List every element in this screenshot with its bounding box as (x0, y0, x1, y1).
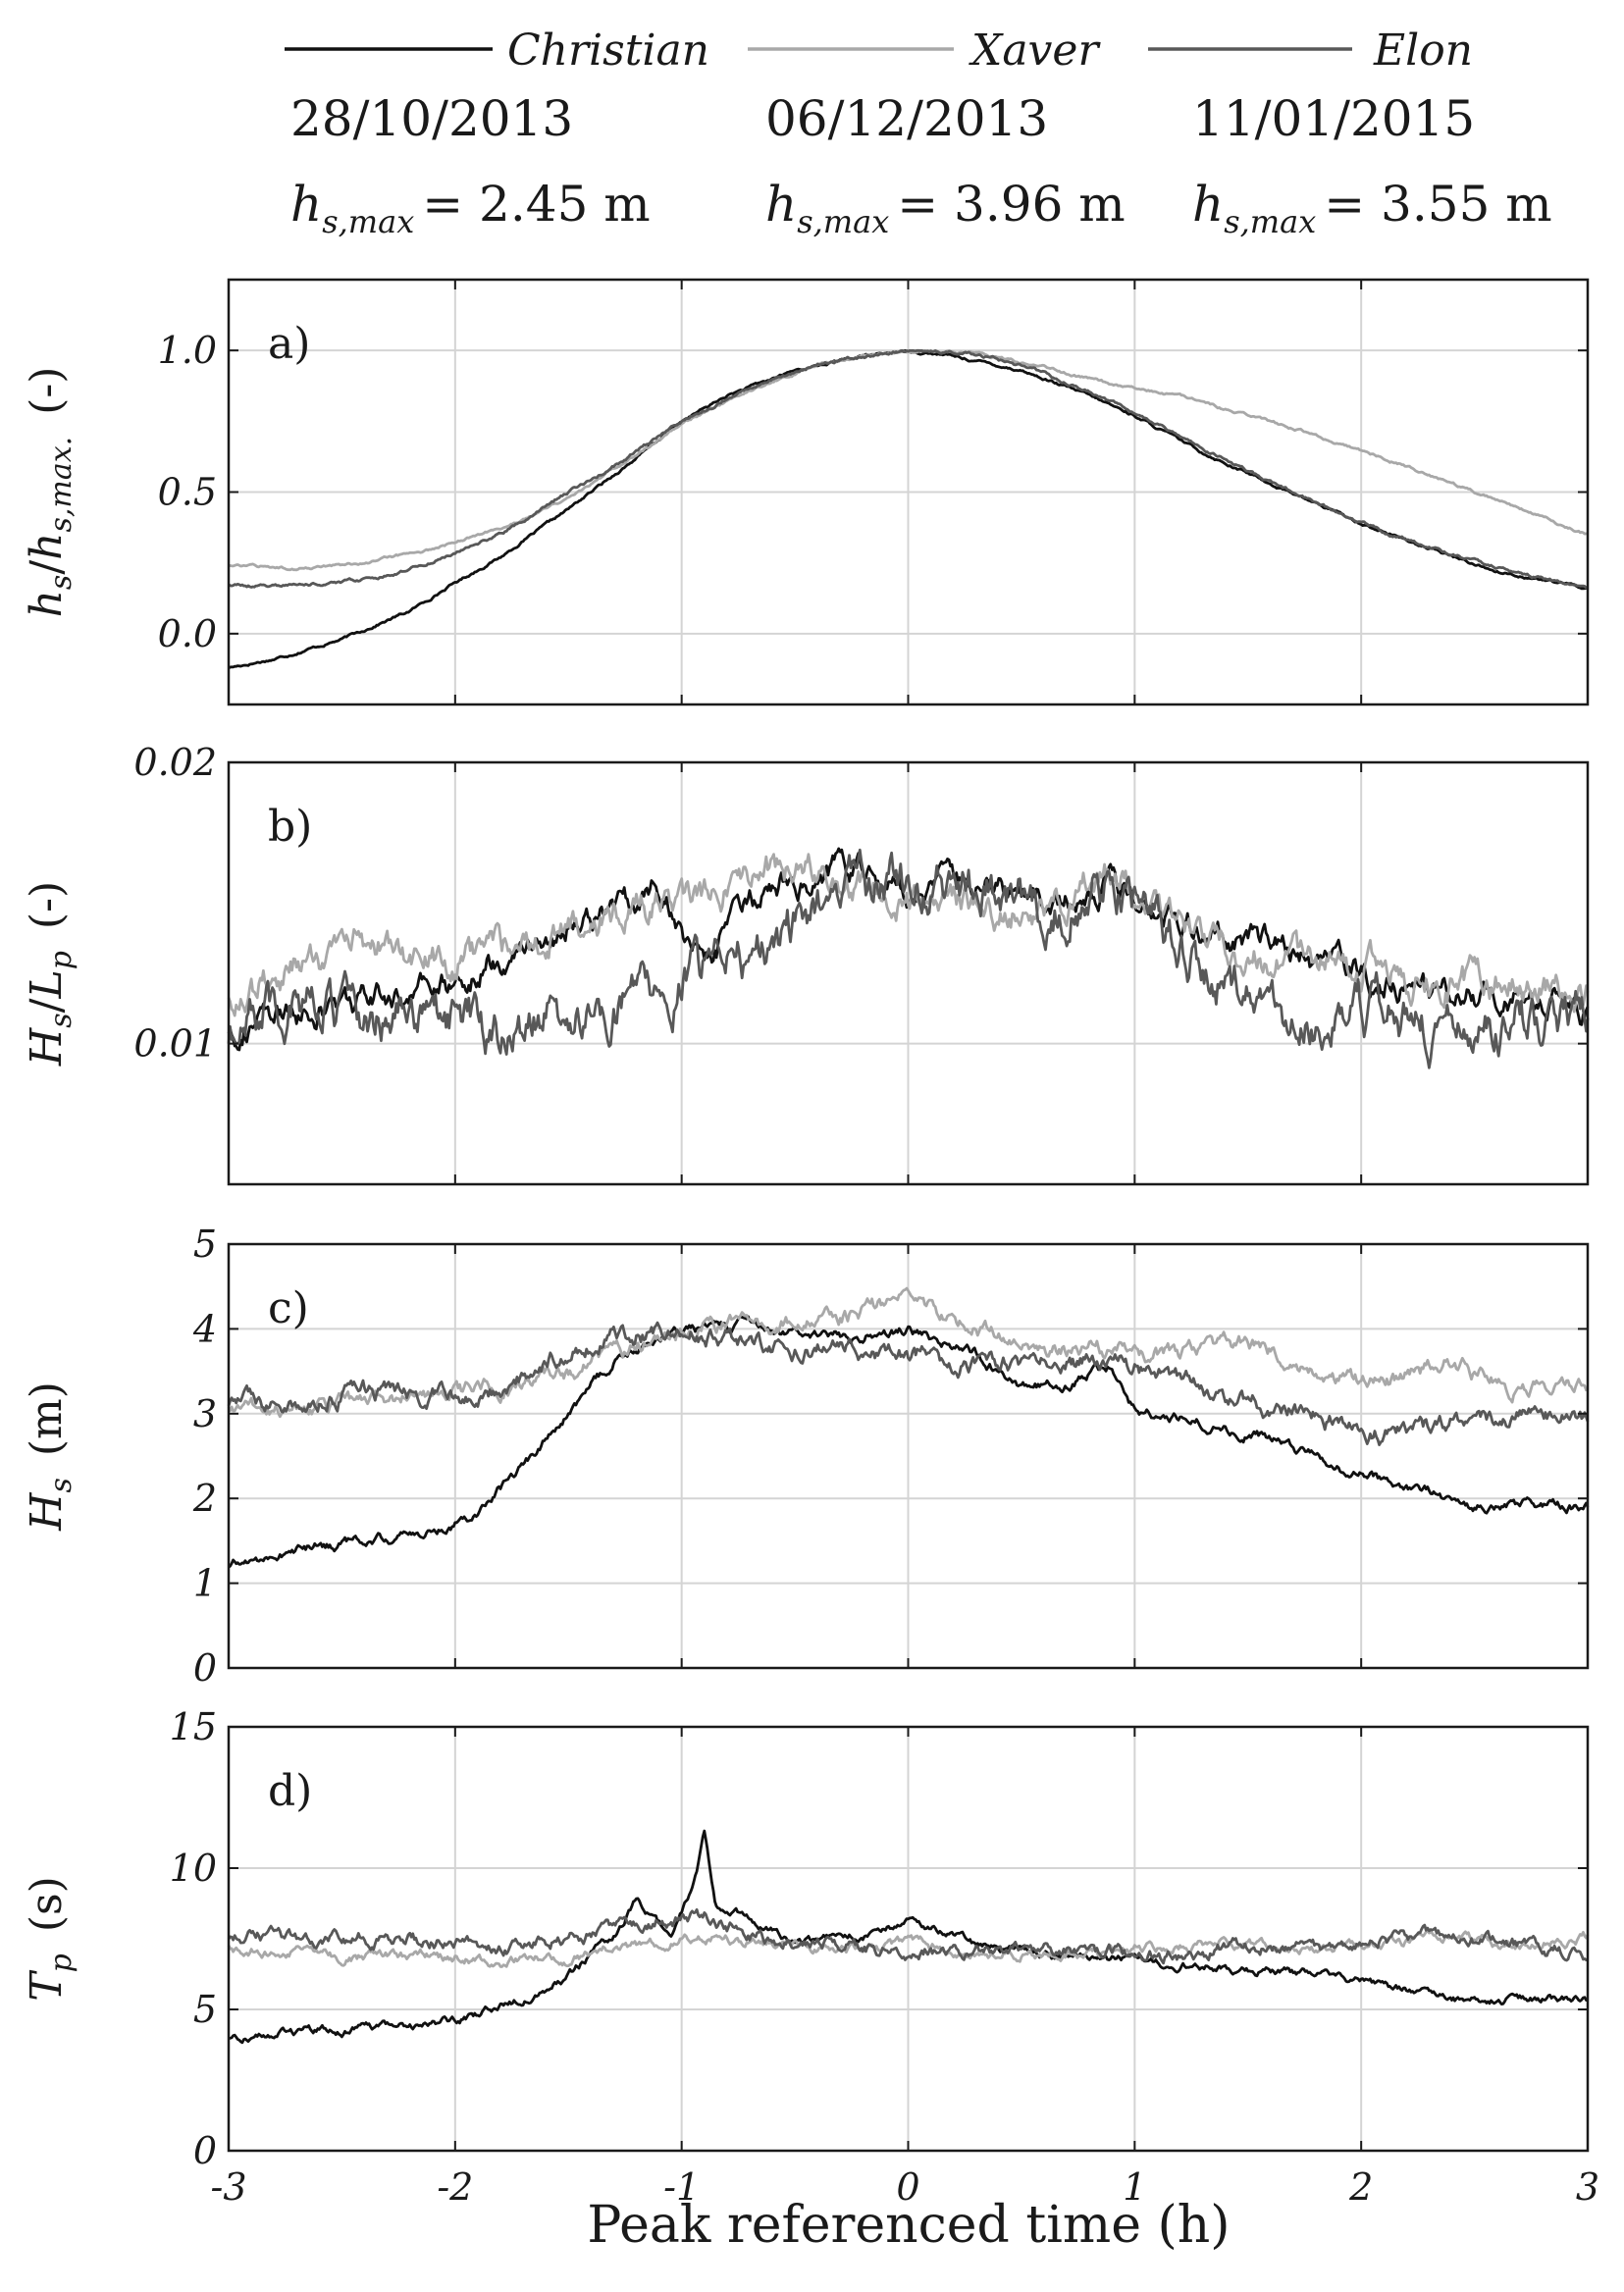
y-tick-label-a: 0.0 (158, 612, 217, 655)
x-tick-label: -2 (437, 2165, 473, 2209)
y-axis-title-d: Tp (s) (22, 1876, 79, 2001)
x-tick-label: 1 (1123, 2165, 1146, 2209)
y-tick-label-b: 0.02 (133, 741, 217, 784)
series-line-xaver-b (227, 853, 1590, 1017)
y-tick-label-c: 2 (192, 1477, 217, 1520)
y-axis-title-a: hs/hs,max. (-) (22, 367, 79, 618)
panel-label-b: b) (268, 802, 312, 852)
legend-name-elon: Elon (1373, 26, 1473, 76)
series-line-christian-c (228, 1315, 1590, 1569)
panel-label-a: a) (268, 319, 310, 369)
series-line-elon-d (227, 1907, 1589, 1965)
x-tick-label: 0 (896, 2165, 919, 2209)
panel-label-d: d) (268, 1766, 312, 1816)
x-tick-label: -3 (210, 2165, 246, 2209)
y-tick-label-a: 0.5 (158, 471, 217, 514)
x-axis-title: Peak referenced time (h) (587, 2196, 1230, 2255)
y-axis-title-c: Hs (m) (22, 1381, 79, 1532)
legend-date-xaver: 06/12/2013 (765, 90, 1048, 147)
legend-date-christian: 28/10/2013 (290, 90, 573, 147)
legend-entry-christian: Christian 28/10/2013 hs,max = 2.45 m (285, 26, 709, 240)
legend-hsmax-elon: hs,max = 3.55 m (1192, 176, 1552, 240)
y-tick-label-c: 0 (193, 1646, 217, 1690)
panel-label-c: c) (268, 1283, 309, 1333)
series-line-elon-a (228, 348, 1589, 590)
y-tick-label-c: 5 (193, 1223, 217, 1266)
y-tick-label-a: 1.0 (158, 329, 217, 372)
y-tick-label-c: 4 (192, 1307, 217, 1350)
series-line-xaver-c (227, 1286, 1590, 1419)
x-tick-label: 3 (1576, 2165, 1599, 2209)
y-tick-label-d: 0 (193, 2129, 217, 2172)
legend-name-christian: Christian (507, 26, 709, 76)
legend-entry-xaver: Xaver 06/12/2013 hs,max = 3.96 m (748, 26, 1126, 240)
y-tick-label-c: 1 (193, 1562, 217, 1605)
panel-c: 0 1 2 3 4 5 c) Hs (m) (22, 1223, 1590, 1690)
y-axis-title-b: Hs/Lp (-) (22, 881, 79, 1067)
panel-b: 0.01 0.02 b) Hs/Lp (-) (22, 741, 1590, 1186)
y-tick-label-b: 0.01 (133, 1022, 217, 1066)
series-line-elon-c (227, 1321, 1590, 1446)
legend-hsmax-christian: hs,max = 2.45 m (290, 176, 651, 240)
y-tick-label-d: 10 (170, 1847, 217, 1890)
series-line-christian-d (228, 1829, 1589, 2045)
x-tick-label: 2 (1348, 2165, 1373, 2209)
legend: Christian 28/10/2013 hs,max = 2.45 m Xave… (285, 26, 1552, 240)
legend-name-xaver: Xaver (969, 26, 1101, 76)
panel-a: 0.0 0.5 1.0 a) hs/hs,max. (-) (22, 278, 1590, 706)
y-tick-label-c: 3 (193, 1392, 217, 1435)
x-tick-label: -1 (663, 2165, 700, 2209)
legend-hsmax-xaver: hs,max = 3.96 m (765, 176, 1126, 240)
panel-d: 0 5 10 15 -3 -2 -1 0 1 2 3 d) Tp (s) (22, 1705, 1599, 2209)
y-tick-label-d: 5 (193, 1988, 217, 2031)
legend-date-elon: 11/01/2015 (1192, 90, 1475, 147)
legend-entry-elon: Elon 11/01/2015 hs,max = 3.55 m (1148, 26, 1552, 240)
y-tick-label-d: 15 (170, 1705, 217, 1748)
series-line-elon-b (227, 848, 1590, 1069)
